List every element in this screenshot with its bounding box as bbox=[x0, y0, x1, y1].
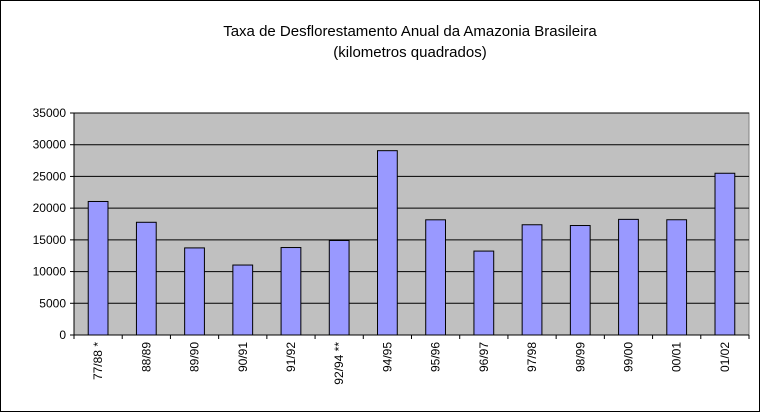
y-tick-label: 10000 bbox=[33, 265, 67, 279]
bar bbox=[714, 172, 736, 336]
y-tick-label: 5000 bbox=[39, 296, 66, 310]
y-tick-label: 0 bbox=[59, 328, 66, 342]
x-tick-label: 88/89 bbox=[139, 342, 153, 372]
y-tick-label: 25000 bbox=[33, 169, 67, 183]
x-tick-label: 92/94 ** bbox=[332, 342, 346, 385]
bar bbox=[184, 247, 205, 336]
x-tick-label: 96/97 bbox=[477, 342, 491, 372]
bar bbox=[618, 218, 639, 336]
x-tick-label: 77/88 * bbox=[91, 342, 105, 380]
plot-area bbox=[73, 112, 750, 336]
bar bbox=[425, 219, 446, 336]
y-tick-label: 30000 bbox=[33, 138, 67, 152]
x-tick-label: 89/90 bbox=[188, 342, 202, 372]
chart-subtitle: (kilometros quadrados) bbox=[333, 44, 486, 61]
x-tick-label: 91/92 bbox=[284, 342, 298, 372]
chart-title: Taxa de Desflorestamento Anual da Amazon… bbox=[223, 23, 597, 40]
bar bbox=[328, 239, 350, 336]
bar bbox=[377, 150, 398, 336]
bar bbox=[87, 200, 109, 336]
bar bbox=[473, 250, 495, 336]
x-tick-label: 98/99 bbox=[573, 342, 587, 372]
y-tick-label: 20000 bbox=[33, 201, 67, 215]
bar bbox=[232, 264, 254, 336]
y-tick-label: 15000 bbox=[33, 233, 67, 247]
bar bbox=[569, 225, 591, 336]
x-tick-label: 90/91 bbox=[236, 342, 250, 372]
bar bbox=[666, 219, 688, 336]
bar bbox=[521, 224, 543, 336]
x-tick-label: 94/95 bbox=[380, 342, 394, 372]
x-tick-label: 99/00 bbox=[621, 342, 635, 372]
y-tick-label: 35000 bbox=[33, 106, 67, 120]
x-tick-label: 97/98 bbox=[525, 342, 539, 372]
bar bbox=[280, 247, 302, 336]
x-tick-label: 95/96 bbox=[429, 342, 443, 372]
x-tick-label: 00/01 bbox=[670, 342, 684, 372]
bar bbox=[135, 221, 157, 336]
x-tick-label: 01/02 bbox=[718, 342, 732, 372]
